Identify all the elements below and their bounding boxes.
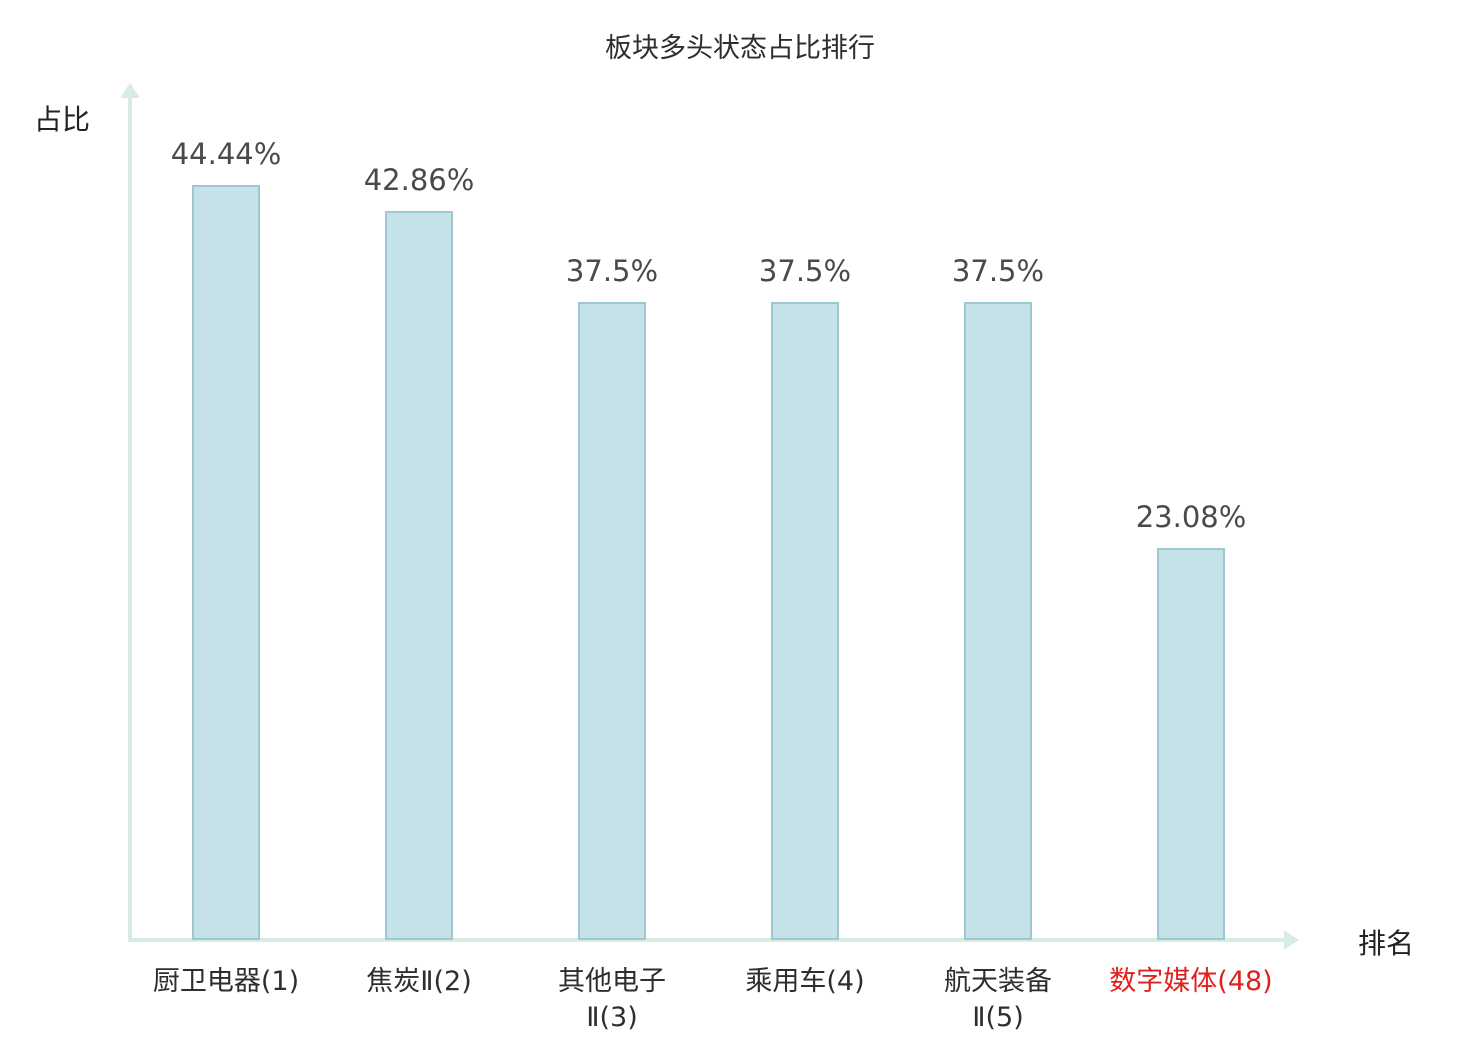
bar-category-label: 厨卫电器(1) [152,966,300,997]
bar [578,302,646,940]
bar-category-label: 其他电子 Ⅱ(3) [558,966,666,1034]
bar [385,211,453,940]
y-axis-line [128,96,132,942]
bar [192,185,260,940]
bar-value-label: 42.86% [363,163,475,197]
x-axis-arrow-icon [1284,930,1299,950]
bar-value-label: 37.5% [951,254,1045,288]
bar-category-label: 焦炭Ⅱ(2) [366,966,472,997]
bar [1157,548,1225,940]
bar-category-label: 数字媒体(48) [1109,966,1273,997]
bar-value-label: 44.44% [170,137,282,171]
bar-value-label: 37.5% [565,254,659,288]
y-axis-arrow-icon [120,83,140,98]
bar [771,302,839,940]
bar-category-label: 乘用车(4) [745,966,865,997]
chart-title: 板块多头状态占比排行 [605,33,875,64]
y-axis-label: 占比 [34,103,91,136]
bar [964,302,1032,940]
x-axis-label: 排名 [1358,927,1415,960]
bar-category-label: 航天装备 Ⅱ(5) [944,966,1052,1034]
bar-value-label: 37.5% [758,254,852,288]
bar-value-label: 23.08% [1135,500,1247,534]
x-axis-line [128,938,1286,942]
